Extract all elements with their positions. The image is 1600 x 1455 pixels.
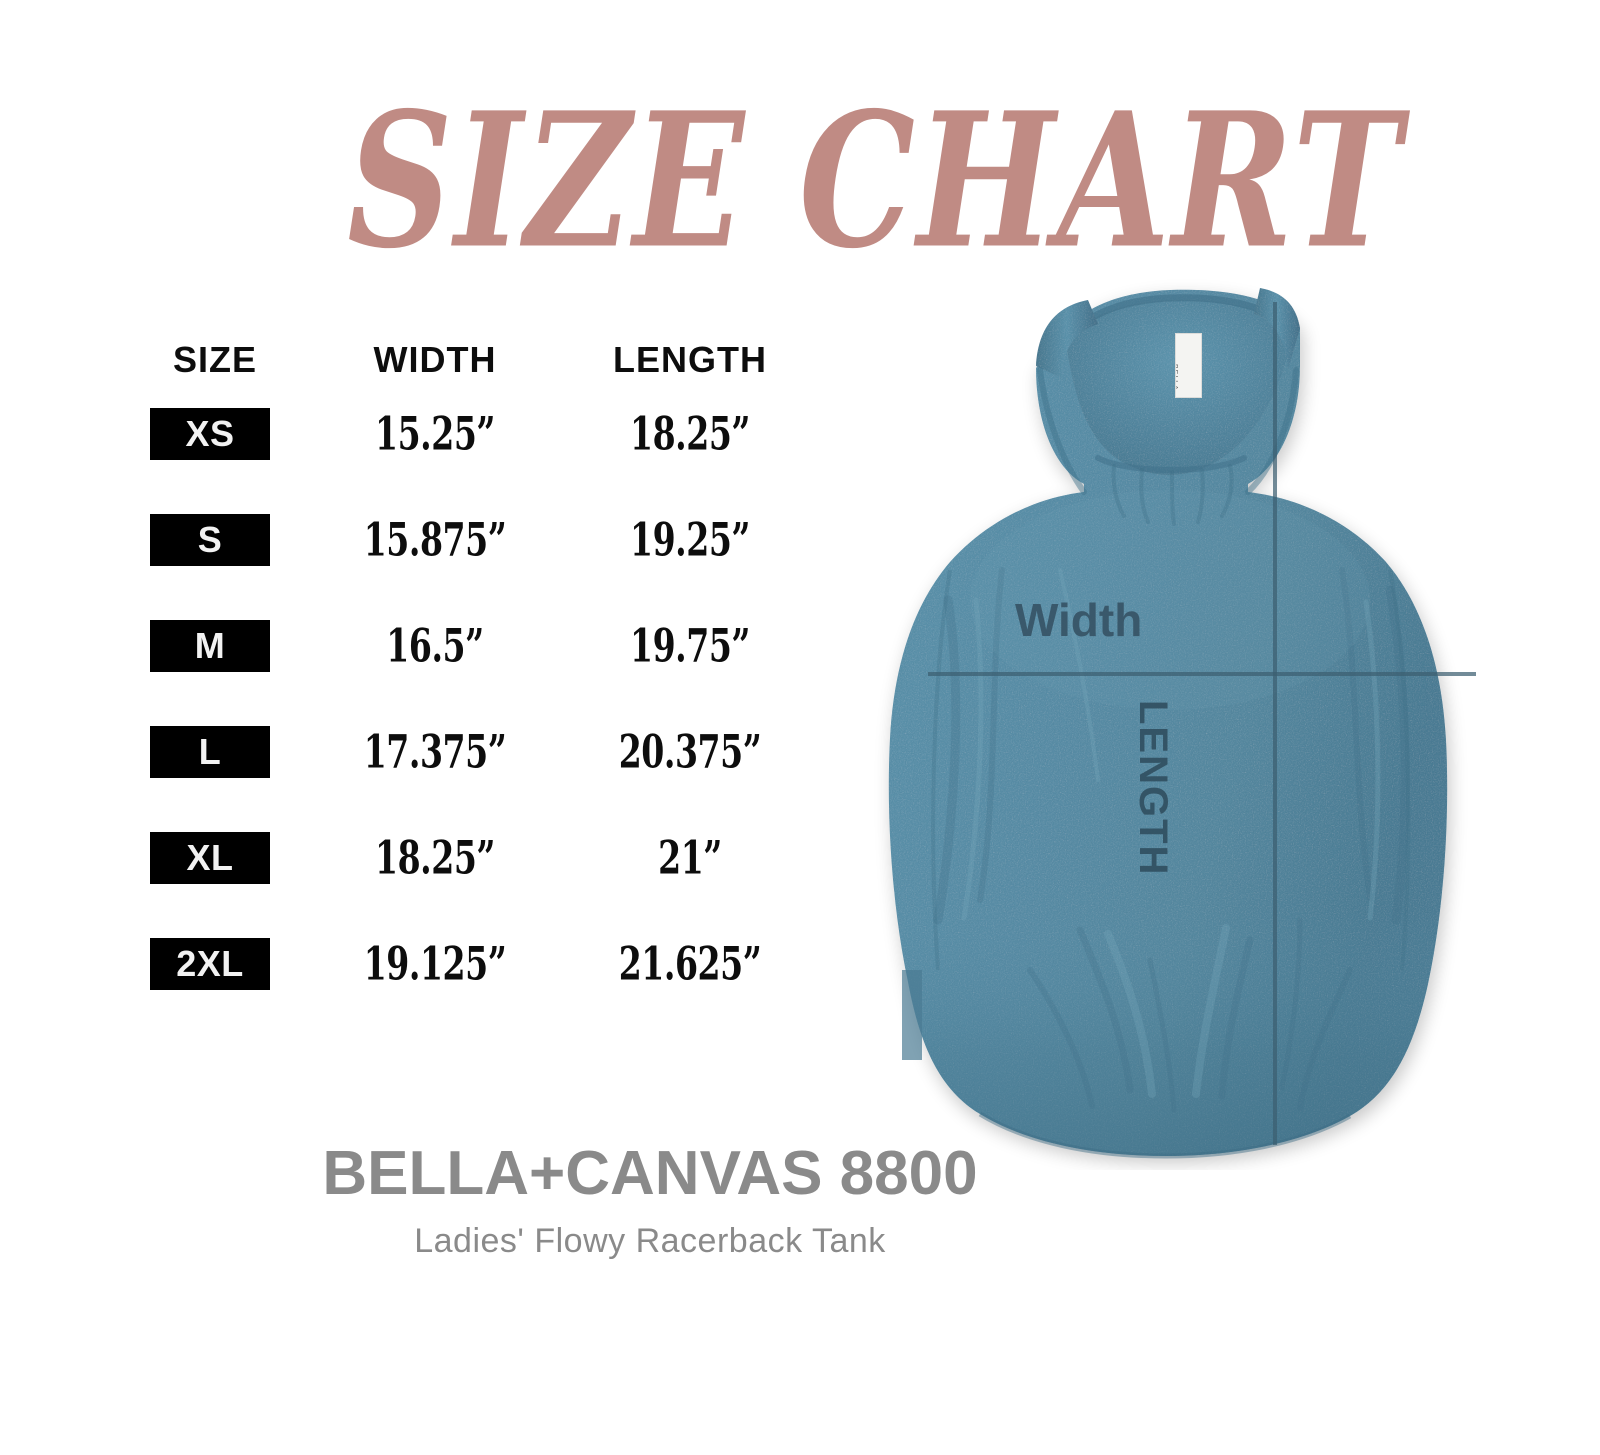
- width-value: 15.25”: [374, 407, 496, 461]
- hem-stitch: [978, 1111, 1352, 1159]
- size-badge: XS: [150, 408, 270, 460]
- length-value: 18.25”: [629, 407, 751, 461]
- width-measure-line: [928, 672, 1476, 676]
- left-strap: [1036, 300, 1098, 378]
- size-table: SIZE WIDTH LENGTH XS 15.25” 18.25” S 15.…: [120, 325, 820, 1017]
- care-label-text: BELLA: [1175, 364, 1178, 391]
- size-badge: L: [150, 726, 270, 778]
- table-row: XL 18.25” 21”: [120, 805, 820, 911]
- size-badge-cell: XL: [120, 832, 310, 884]
- gather-pleats: [1111, 464, 1234, 526]
- gather-seam: [1095, 455, 1247, 473]
- width-value: 19.125”: [363, 937, 507, 991]
- width-value: 18.25”: [374, 831, 496, 885]
- side-vent: [902, 970, 922, 1060]
- care-label: BELLA: [1175, 333, 1202, 398]
- column-header-size: SIZE: [172, 339, 257, 380]
- table-row: 2XL 19.125” 21.625”: [120, 911, 820, 1017]
- length-value: 20.375”: [618, 725, 762, 779]
- size-badge-cell: L: [120, 726, 310, 778]
- length-value: 21.625”: [618, 937, 762, 991]
- right-strap: [1254, 288, 1300, 370]
- width-annotation-label: Width: [1015, 594, 1143, 646]
- left-armhole-binding: [1037, 367, 1087, 495]
- table-row: XS 15.25” 18.25”: [120, 381, 820, 487]
- size-badge: XL: [150, 832, 270, 884]
- size-badge: M: [150, 620, 270, 672]
- table-header-row: SIZE WIDTH LENGTH: [120, 325, 820, 381]
- size-badge: S: [150, 514, 270, 566]
- width-value: 17.375”: [363, 725, 507, 779]
- length-measure-line: [1273, 302, 1277, 1145]
- size-badge: 2XL: [150, 938, 270, 990]
- length-value: 19.75”: [629, 619, 751, 673]
- size-badge-cell: S: [120, 514, 310, 566]
- size-badge-cell: 2XL: [120, 938, 310, 990]
- width-value: 16.5”: [386, 619, 484, 673]
- page-title: SIZE CHART: [347, 71, 1404, 290]
- table-row: M 16.5” 19.75”: [120, 593, 820, 699]
- tank-top-icon: [888, 288, 1448, 1159]
- width-value: 15.875”: [363, 513, 507, 567]
- length-value: 21”: [658, 831, 722, 885]
- table-row: L 17.375” 20.375”: [120, 699, 820, 805]
- table-row: S 15.875” 19.25”: [120, 487, 820, 593]
- product-subtitle: Ladies' Flowy Racerback Tank: [414, 1222, 886, 1260]
- product-brand-code: BELLA+CANVAS 8800: [322, 1139, 978, 1208]
- size-badge-cell: M: [120, 620, 310, 672]
- garment-illustration: BELLA Width LENGTH: [830, 270, 1570, 1170]
- length-value: 19.25”: [629, 513, 751, 567]
- size-badge-cell: XS: [120, 408, 310, 460]
- column-header-length: LENGTH: [613, 339, 767, 380]
- right-armhole-binding: [1245, 367, 1299, 495]
- length-annotation-label: LENGTH: [1131, 700, 1175, 877]
- column-header-width: WIDTH: [373, 339, 497, 380]
